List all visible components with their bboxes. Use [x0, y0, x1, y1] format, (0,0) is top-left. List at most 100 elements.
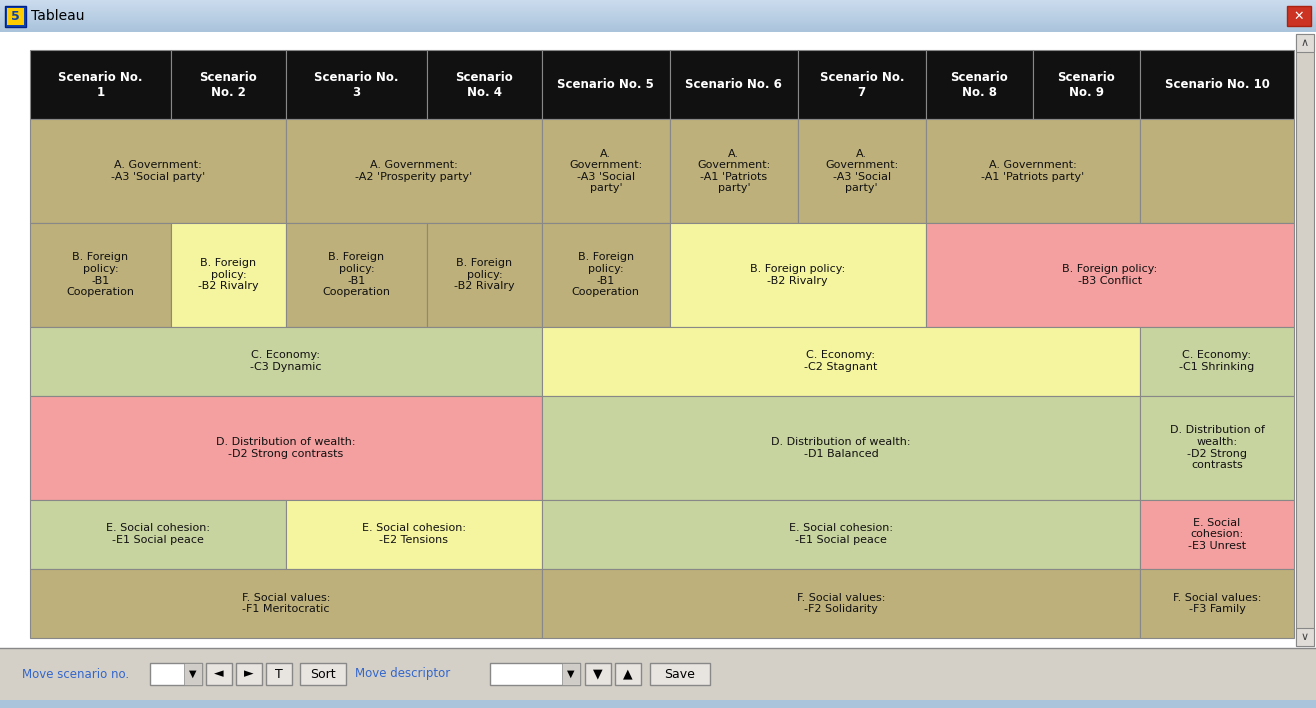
Text: B. Foreign
policy:
-B2 Rivalry: B. Foreign policy: -B2 Rivalry [199, 258, 259, 292]
Bar [0, 17, 1316, 18]
Bar [0, 3, 1316, 4]
Bar [586, 663, 611, 685]
Text: A. Government:
-A1 'Patriots party': A. Government: -A1 'Patriots party' [982, 160, 1084, 182]
Text: D. Distribution of wealth:
-D2 Strong contrasts: D. Distribution of wealth: -D2 Strong co… [216, 437, 355, 459]
Bar [300, 663, 346, 685]
Bar [562, 663, 580, 685]
Text: Scenario
No. 4: Scenario No. 4 [455, 71, 513, 98]
Bar [542, 119, 670, 223]
Bar [925, 223, 1294, 326]
Text: Scenario No.
3: Scenario No. 3 [315, 71, 399, 98]
Bar [236, 663, 262, 685]
Text: D. Distribution of wealth:
-D1 Balanced: D. Distribution of wealth: -D1 Balanced [771, 437, 911, 459]
Text: E. Social cohesion:
-E1 Social peace: E. Social cohesion: -E1 Social peace [107, 523, 211, 545]
Text: A.
Government:
-A1 'Patriots
party': A. Government: -A1 'Patriots party' [697, 149, 770, 193]
Bar [171, 50, 286, 119]
Bar [490, 663, 580, 685]
Bar [670, 119, 797, 223]
Text: ∧: ∧ [1302, 38, 1309, 48]
Text: ▼: ▼ [594, 668, 603, 680]
Bar [0, 14, 1316, 15]
Bar [542, 500, 1140, 569]
Text: Scenario
No. 8: Scenario No. 8 [950, 71, 1008, 98]
Bar [0, 20, 1316, 21]
Bar [1140, 50, 1294, 119]
Text: ∨: ∨ [1302, 632, 1309, 642]
Text: C. Economy:
-C1 Shrinking: C. Economy: -C1 Shrinking [1179, 350, 1254, 372]
Text: Move scenario no.: Move scenario no. [22, 668, 129, 680]
Text: B. Foreign
policy:
-B1
Cooperation: B. Foreign policy: -B1 Cooperation [67, 253, 134, 297]
Text: D. Distribution of
wealth:
-D2 Strong
contrasts: D. Distribution of wealth: -D2 Strong co… [1170, 426, 1265, 470]
Bar [0, 6, 1316, 7]
Bar [286, 223, 426, 326]
Text: ▼: ▼ [190, 669, 197, 679]
Bar [0, 8, 1316, 9]
Text: Scenario No.
7: Scenario No. 7 [820, 71, 904, 98]
Text: ►: ► [245, 668, 254, 680]
Bar [925, 119, 1140, 223]
Bar [670, 50, 797, 119]
Text: B. Foreign policy:
-B2 Rivalry: B. Foreign policy: -B2 Rivalry [750, 264, 845, 285]
Bar [1140, 500, 1294, 569]
Text: B. Foreign
policy:
-B1
Cooperation: B. Foreign policy: -B1 Cooperation [572, 253, 640, 297]
Text: C. Economy:
-C3 Dynamic: C. Economy: -C3 Dynamic [250, 350, 321, 372]
Bar [286, 119, 542, 223]
Bar [286, 500, 542, 569]
Bar [30, 119, 286, 223]
Bar [30, 223, 171, 326]
Bar [7, 8, 24, 25]
Bar [30, 500, 286, 569]
Bar [0, 9, 1316, 10]
Bar [0, 0, 1316, 1]
Bar [0, 27, 1316, 28]
Bar [542, 223, 670, 326]
Bar [0, 11, 1316, 12]
Bar [0, 1, 1316, 2]
Bar [30, 396, 542, 500]
Text: A. Government:
-A2 'Prosperity party': A. Government: -A2 'Prosperity party' [355, 160, 472, 182]
Bar [286, 50, 426, 119]
Bar [0, 32, 1316, 648]
Bar [0, 16, 1316, 17]
Bar [30, 569, 542, 638]
Text: ▼: ▼ [567, 669, 575, 679]
Text: T: T [275, 668, 283, 680]
Bar [1140, 396, 1294, 500]
Bar [171, 223, 286, 326]
Bar [0, 31, 1316, 32]
Text: F. Social values:
-F3 Family: F. Social values: -F3 Family [1173, 593, 1261, 615]
Bar [0, 30, 1316, 31]
Text: Scenario No. 10: Scenario No. 10 [1165, 78, 1270, 91]
Bar [207, 663, 232, 685]
Bar [150, 663, 201, 685]
Bar [0, 12, 1316, 13]
Bar [542, 50, 670, 119]
Bar [1140, 569, 1294, 638]
Bar [542, 396, 1140, 500]
Bar [0, 26, 1316, 27]
Text: Scenario
No. 9: Scenario No. 9 [1058, 71, 1115, 98]
Text: A. Government:
-A3 'Social party': A. Government: -A3 'Social party' [111, 160, 205, 182]
Bar [1033, 50, 1140, 119]
Text: C. Economy:
-C2 Stagnant: C. Economy: -C2 Stagnant [804, 350, 878, 372]
Bar [0, 10, 1316, 11]
Bar [542, 569, 1140, 638]
Bar [30, 50, 171, 119]
Bar [0, 19, 1316, 20]
Text: Sort: Sort [311, 668, 336, 680]
Text: A.
Government:
-A3 'Social
party': A. Government: -A3 'Social party' [825, 149, 899, 193]
Bar [0, 28, 1316, 29]
Text: F. Social values:
-F1 Meritocratic: F. Social values: -F1 Meritocratic [242, 593, 330, 615]
Bar [542, 326, 1140, 396]
Text: Save: Save [665, 668, 695, 680]
Text: Scenario
No. 2: Scenario No. 2 [200, 71, 258, 98]
Bar [426, 223, 542, 326]
Text: Tableau: Tableau [32, 9, 84, 23]
Bar [0, 22, 1316, 23]
Bar [0, 7, 1316, 8]
Text: F. Social values:
-F2 Solidarity: F. Social values: -F2 Solidarity [796, 593, 886, 615]
Text: E. Social cohesion:
-E2 Tensions: E. Social cohesion: -E2 Tensions [362, 523, 466, 545]
Bar [670, 223, 925, 326]
Bar [0, 2, 1316, 3]
Bar [0, 23, 1316, 24]
